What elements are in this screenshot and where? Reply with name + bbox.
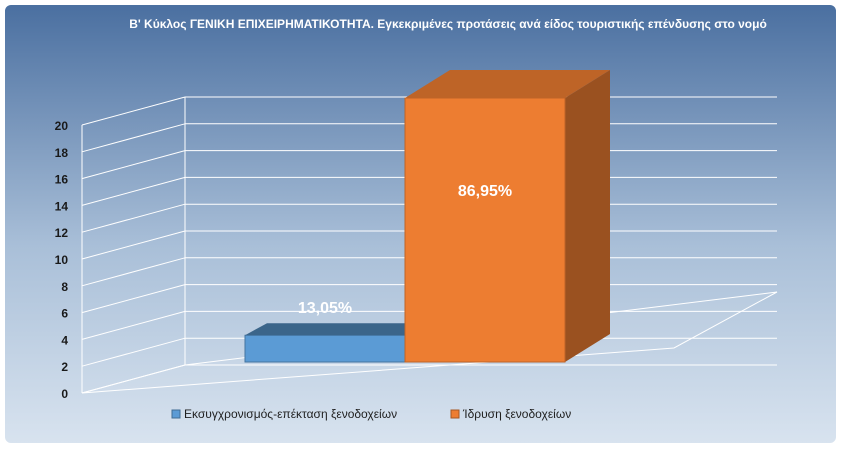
bars xyxy=(244,70,610,363)
side-gridline xyxy=(81,203,186,233)
side-gridline xyxy=(81,257,186,287)
legend-swatch-1 xyxy=(450,409,460,419)
side-gridline xyxy=(81,150,186,180)
bar-front xyxy=(404,97,566,363)
y-tick-label: 10 xyxy=(55,253,69,267)
side-gridline xyxy=(81,364,186,394)
y-tick-label: 0 xyxy=(61,387,68,401)
y-tick-label: 2 xyxy=(61,360,68,374)
legend-item-0: Εκσυγχρονισμός-επέκταση ξενοδοχείων xyxy=(171,407,397,421)
y-tick-label: 4 xyxy=(61,333,68,347)
bar-0 xyxy=(244,323,406,363)
plot-area: 0 2 4 6 8 10 12 14 16 18 20 13,05% 86,95% xyxy=(55,70,778,401)
y-tick-label: 12 xyxy=(55,226,69,240)
bar-top xyxy=(405,70,610,98)
legend-label-0: Εκσυγχρονισμός-επέκταση ξενοδοχείων xyxy=(184,407,397,421)
legend-swatch-0 xyxy=(171,409,181,419)
bar-top xyxy=(245,323,405,336)
y-tick-label: 18 xyxy=(55,146,69,160)
side-gridline xyxy=(81,230,186,260)
y-tick-label: 6 xyxy=(61,307,68,321)
y-tick-label: 14 xyxy=(55,199,69,213)
bar-side xyxy=(565,70,610,362)
bar-1 xyxy=(404,70,610,363)
legend: Εκσυγχρονισμός-επέκταση ξενοδοχείων Ίδρυ… xyxy=(171,407,571,421)
legend-item-1: Ίδρυση ξενοδοχείων xyxy=(450,407,571,421)
legend-label-1: Ίδρυση ξενοδοχείων xyxy=(462,407,571,421)
data-label-0: 13,05% xyxy=(298,300,352,317)
y-tick-label: 8 xyxy=(61,280,68,294)
side-gridline xyxy=(81,123,186,153)
y-axis-ticks: 0 2 4 6 8 10 12 14 16 18 20 xyxy=(55,119,69,401)
y-tick-label: 20 xyxy=(55,119,69,133)
side-gridline xyxy=(81,284,186,314)
chart-title: Β' Κύκλος ΓΕΝΙΚΗ ΕΠΙΧΕΙΡΗΜΑΤΙΚΟΤΗΤΑ. Εγκ… xyxy=(129,17,767,31)
side-gridline xyxy=(81,176,186,206)
side-gridline xyxy=(81,310,186,340)
y-tick-label: 16 xyxy=(55,173,69,187)
side-gridline xyxy=(81,337,186,367)
data-labels: 13,05% 86,95% xyxy=(298,183,512,317)
side-gridline xyxy=(81,96,186,126)
data-label-1: 86,95% xyxy=(458,183,512,200)
bar-front xyxy=(244,334,406,363)
